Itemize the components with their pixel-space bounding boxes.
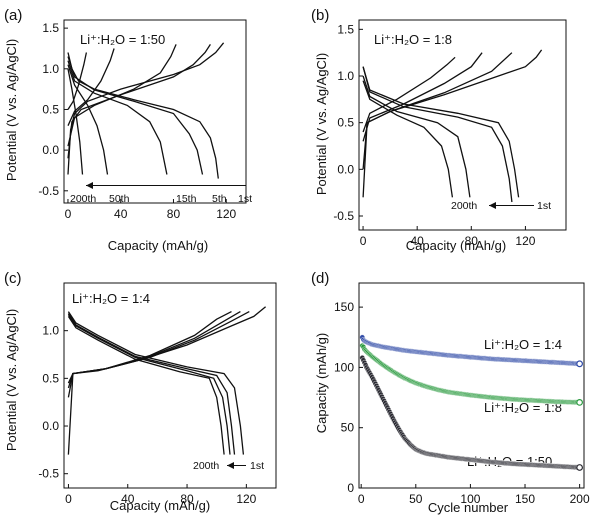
x-tick-label-a-1: 40 [114, 207, 128, 221]
x-tick-label-c-2: 80 [180, 492, 194, 506]
x-axis-label-d: Cycle number [428, 500, 509, 515]
y-tick-label-a-3: 1.0 [42, 62, 59, 76]
x-tick-label-d-2: 100 [460, 492, 480, 506]
charge-curve-a-0 [67, 42, 225, 175]
x-tick-label-b-3: 120 [515, 234, 535, 248]
x-tick-label-c-1: 40 [121, 492, 135, 506]
x-tick-label-d-4: 200 [570, 492, 590, 506]
x-tick-label-a-0: 0 [65, 207, 72, 221]
annotation-b: Li⁺:H₂O = 1:8 [374, 32, 452, 47]
annotation-c: Li⁺:H₂O = 1:4 [72, 291, 150, 306]
discharge-curve-a-0 [67, 52, 219, 179]
x-axis-label-a: Capacity (mAh/g) [108, 238, 208, 253]
cycle-label-15th-a: 15th [176, 193, 197, 205]
discharge-curve-a-1 [67, 56, 204, 175]
y-tick-label-d-2: 100 [334, 360, 354, 374]
panel-label-b: (b) [311, 7, 329, 24]
discharge-curve-c-0 [67, 311, 245, 455]
data-point-d-0-200 [576, 360, 583, 368]
cycle-label-200th-b: 200th [451, 200, 477, 212]
y-axis-label-d: Capacity (mAh/g) [314, 333, 329, 433]
panel-label-c: (c) [4, 270, 22, 287]
cycle-arrow-head-b [489, 202, 496, 209]
y-tick-label-d-3: 150 [334, 300, 354, 314]
discharge-curve-b-0 [362, 66, 520, 198]
charge-curve-b-3 [362, 56, 456, 133]
y-axis-label-b: Potential (V vs. Ag/AgCl) [314, 53, 329, 195]
cycle-label-1st-b: 1st [537, 200, 551, 212]
discharge-curve-b-1 [362, 66, 513, 203]
y-tick-label-b-3: 1.0 [337, 69, 354, 83]
x-tick-label-c-0: 0 [65, 492, 72, 506]
charge-curve-a-1 [67, 44, 211, 159]
charge-curve-b-2 [362, 52, 483, 142]
y-tick-label-c-1: 0.0 [42, 419, 59, 433]
data-point-d-1-200 [576, 399, 583, 406]
x-axis-label-b: Capacity (mAh/g) [406, 238, 506, 253]
discharge-curve-a-4 [67, 68, 84, 175]
cycle-label-50th-a: 50th [109, 193, 130, 205]
x-tick-label-d-1: 50 [409, 492, 423, 506]
cycle-label-200th-c: 200th [193, 460, 219, 472]
discharge-curve-a-2 [67, 60, 168, 175]
y-tick-label-b-0: -0.5 [333, 209, 354, 223]
plot-frame-b [358, 19, 567, 231]
x-tick-label-a-2: 80 [167, 207, 181, 221]
charge-curve-a-2 [67, 44, 177, 147]
y-tick-label-a-4: 1.5 [42, 21, 59, 35]
y-tick-label-a-0: -0.5 [38, 184, 59, 198]
plot-frame-d [358, 282, 585, 489]
y-tick-label-d-0: 0 [347, 481, 354, 495]
series-label-1-4-d: Li⁺:H₂O = 1:4 [484, 337, 562, 352]
cycle-arrow-head-a [86, 182, 93, 189]
discharge-curve-b-3 [362, 80, 454, 198]
charge-curve-a-3 [67, 48, 115, 126]
cycle-label-1st-c: 1st [250, 460, 264, 472]
annotation-a: Li⁺:H₂O = 1:50 [80, 32, 165, 47]
discharge-curve-c-1 [67, 313, 236, 455]
y-tick-label-c-2: 0.5 [42, 371, 59, 385]
y-tick-label-b-1: 0.0 [337, 162, 354, 176]
charge-curve-c-3 [67, 311, 232, 384]
x-tick-label-b-2: 80 [465, 234, 479, 248]
panel-d: (d) Cycle number Capacity (mAh/g) Li⁺:H₂… [311, 270, 590, 515]
y-tick-label-c-3: 1.0 [42, 324, 59, 338]
y-axis-label-a: Potential (V vs. Ag/AgCl) [4, 39, 19, 181]
y-tick-label-c-0: -0.5 [38, 467, 59, 481]
y-tick-label-a-1: 0.0 [42, 143, 59, 157]
panel-label-a: (a) [4, 7, 22, 24]
x-tick-label-d-0: 0 [358, 492, 365, 506]
x-tick-label-d-3: 150 [515, 492, 535, 506]
charge-curve-c-2 [67, 311, 241, 389]
series-label-1-8-d: Li⁺:H₂O = 1:8 [484, 400, 562, 415]
cycle-label-200th-a: 200th [70, 193, 96, 205]
charge-curve-c-0 [67, 306, 267, 455]
discharge-curve-c-3 [67, 316, 225, 455]
cycle-label-1st-a: 1st [238, 193, 252, 205]
y-tick-label-b-4: 1.5 [337, 22, 354, 36]
y-tick-label-b-2: 0.5 [337, 116, 354, 130]
y-axis-label-c: Potential (V vs. Ag/AgCl) [4, 309, 19, 451]
x-tick-label-b-0: 0 [360, 234, 367, 248]
discharge-curve-a-3 [67, 64, 109, 175]
y-tick-label-a-2: 0.5 [42, 102, 59, 116]
panel-c: (c) Li⁺:H₂O = 1:4 Capacity (mAh/g) Poten… [4, 270, 277, 513]
cycle-label-5th-a: 5th [212, 193, 227, 205]
panel-b: (b) Li⁺:H₂O = 1:8 Capacity (mAh/g) Poten… [311, 7, 567, 253]
plot-frame-c [63, 282, 277, 489]
panel-a: (a) Li⁺:H₂O = 1:50 Capacity (mAh/g) Pote… [4, 7, 252, 253]
discharge-curve-c-2 [67, 314, 231, 455]
y-tick-label-d-1: 50 [341, 421, 355, 435]
panel-label-d: (d) [311, 270, 329, 287]
data-point-d-2-200 [576, 464, 583, 471]
x-tick-label-a-3: 120 [216, 207, 236, 221]
cycle-arrow-head-c [227, 462, 234, 469]
x-axis-label-c: Capacity (mAh/g) [110, 498, 210, 513]
plot-frame-a [63, 19, 247, 204]
x-tick-label-b-1: 40 [410, 234, 424, 248]
charge-curve-a-4 [67, 52, 88, 110]
discharge-curve-b-2 [362, 75, 471, 198]
x-tick-label-c-3: 120 [236, 492, 256, 506]
